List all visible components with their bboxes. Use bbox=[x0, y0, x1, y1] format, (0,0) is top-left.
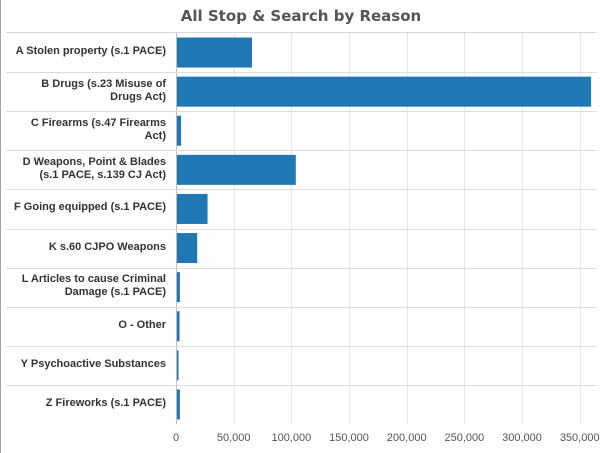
category-label-line: Damage (s.1 PACE) bbox=[64, 286, 166, 299]
x-tick-label: 0 bbox=[173, 432, 179, 444]
category-label: B Drugs (s.23 Misuse of Drugs Act) bbox=[0, 78, 166, 104]
row-separators bbox=[6, 72, 597, 386]
bar[interactable] bbox=[177, 311, 180, 342]
bar[interactable] bbox=[177, 76, 592, 107]
category-label-line: B Drugs (s.23 Misuse of bbox=[41, 77, 166, 90]
bars bbox=[177, 37, 592, 420]
x-tick-label: 300,000 bbox=[502, 432, 542, 444]
x-axis-ticks: 0 50,000 100,000 150,000 200,000 250,000 300,0… bbox=[173, 432, 600, 444]
category-label-line: K s.60 CJPO Weapons bbox=[48, 240, 166, 253]
category-label: A Stolen property (s.1 PACE) bbox=[0, 45, 166, 58]
category-labels: A Stolen property (s.1 PACE) B Drugs (s.2… bbox=[0, 0, 172, 453]
bar[interactable] bbox=[177, 389, 180, 420]
bar[interactable] bbox=[177, 350, 179, 381]
category-label-line: C Firearms (s.47 Firearms bbox=[30, 116, 166, 129]
category-label-line: Drugs Act) bbox=[110, 90, 166, 103]
category-label: Z Fireworks (s.1 PACE) bbox=[0, 397, 166, 410]
category-label: F Going equipped (s.1 PACE) bbox=[0, 201, 166, 214]
x-tick-label: 350,000 bbox=[560, 432, 600, 444]
bar[interactable] bbox=[177, 115, 182, 146]
x-tick-label: 250,000 bbox=[444, 432, 484, 444]
chart-title: All Stop & Search by Reason bbox=[180, 7, 422, 25]
dashboard-frame-edge bbox=[0, 0, 1, 453]
category-label-line: A Stolen property (s.1 PACE) bbox=[15, 45, 166, 58]
category-label-line: Act) bbox=[144, 129, 166, 142]
bar[interactable] bbox=[177, 37, 252, 68]
category-label-line: O - Other bbox=[118, 318, 166, 331]
category-label-line: Z Fireworks (s.1 PACE) bbox=[45, 396, 166, 409]
category-label: C Firearms (s.47 Firearms Act) bbox=[0, 117, 166, 143]
category-label: O - Other bbox=[0, 319, 166, 332]
category-label: L Articles to cause Criminal Damage (s.1 … bbox=[0, 273, 166, 299]
bar[interactable] bbox=[177, 154, 296, 185]
category-label-line: F Going equipped (s.1 PACE) bbox=[14, 201, 166, 214]
category-label: K s.60 CJPO Weapons bbox=[0, 241, 166, 254]
bar[interactable] bbox=[177, 193, 208, 224]
category-label-line: D Weapons, Point & Blades bbox=[22, 155, 166, 168]
x-tick-label: 150,000 bbox=[329, 432, 369, 444]
bar[interactable] bbox=[177, 272, 180, 303]
title-divider bbox=[6, 32, 596, 33]
x-tick-label: 50,000 bbox=[217, 432, 251, 444]
category-label-line: L Articles to cause Criminal bbox=[21, 273, 166, 286]
category-label-line: Y Psychoactive Substances bbox=[20, 357, 166, 370]
category-label: Y Psychoactive Substances bbox=[0, 358, 166, 371]
x-tick-label: 100,000 bbox=[271, 432, 311, 444]
category-label: D Weapons, Point & Blades (s.1 PACE, s.13… bbox=[0, 156, 166, 182]
bar[interactable] bbox=[177, 233, 198, 264]
x-tick-label: 200,000 bbox=[387, 432, 427, 444]
category-label-line: (s.1 PACE, s.139 CJ Act) bbox=[39, 168, 166, 181]
